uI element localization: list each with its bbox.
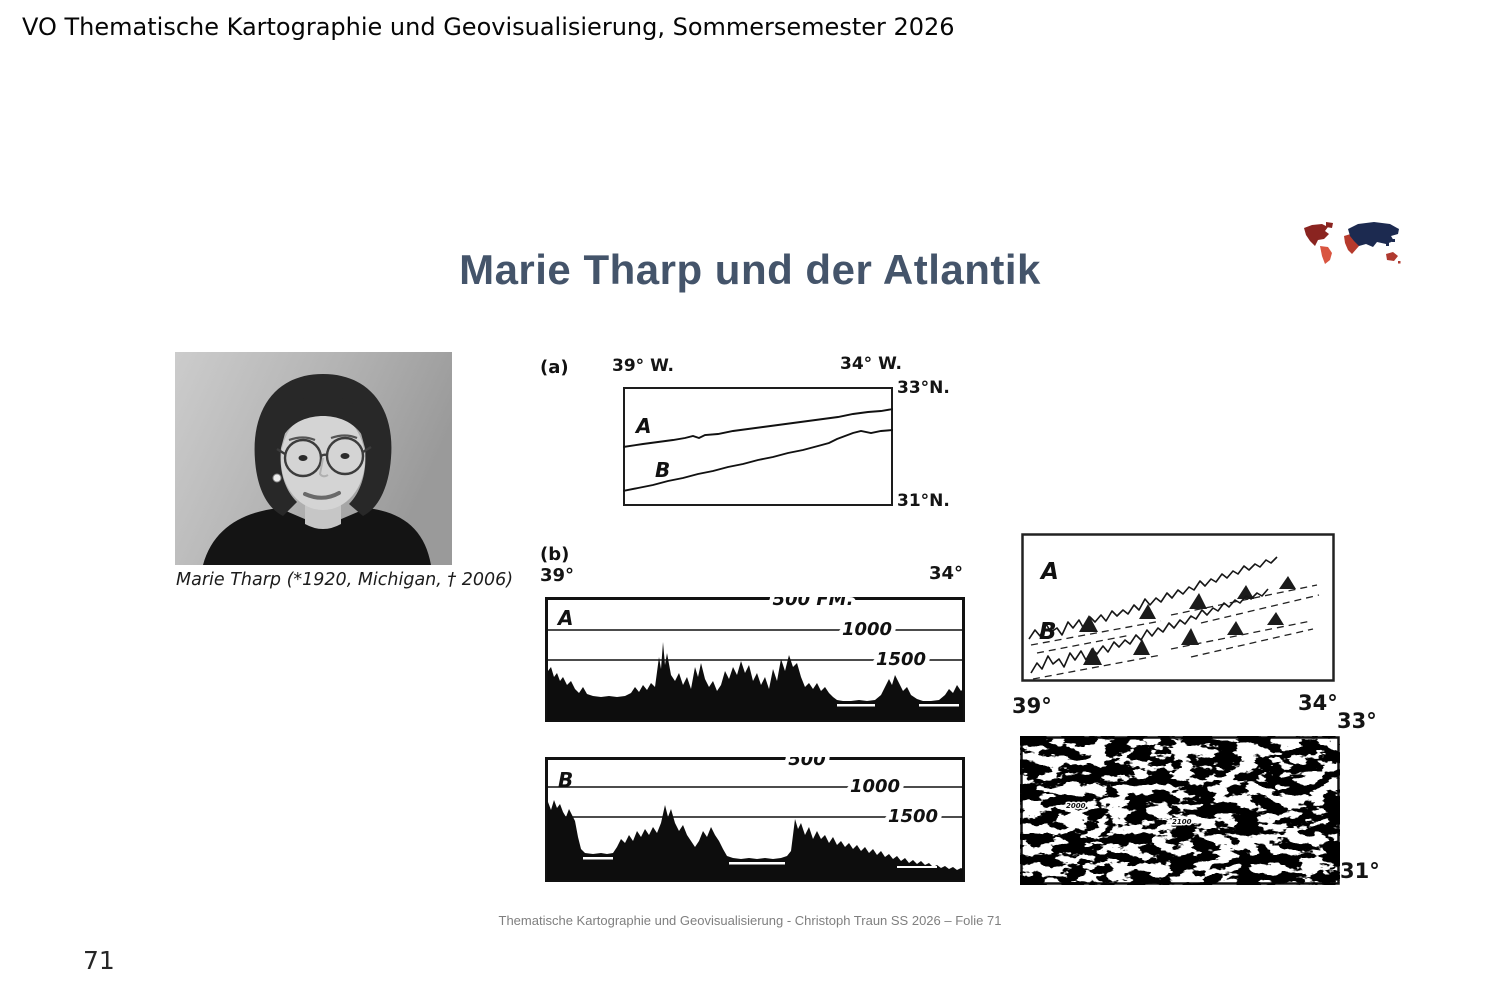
track-b-line [623,429,893,492]
profile-a-seafloor [547,642,963,720]
physio-map-lat-bottom-label: 31° [1340,859,1380,883]
bangs-shape [280,396,366,440]
portrait-figure [203,374,431,565]
bathymetric-profile-b: 500 1000 1500 B [545,757,965,882]
sediment-gap-a2 [919,704,959,707]
logo-north-america [1304,224,1329,246]
physio-map-lat-top-label: 33° [1337,709,1377,733]
figure-b-panel-label: (b) [540,544,570,565]
profile-a-label: A [556,606,573,630]
mouth-line [303,491,341,500]
figure-b-lon-left-label: 39° [540,565,575,586]
figure-a-track-map: A B [623,387,893,506]
profile-a-depth-label-500: 500 FM. [773,597,854,610]
profile-a-terrain [547,642,963,720]
physio-map-depth-note-2: 2100 [1172,818,1192,826]
ridge-band-b [1030,588,1314,680]
page-title: Marie Tharp und der Atlantik [459,246,1041,293]
sketch-b-label: B [1039,619,1057,645]
left-eye [298,455,308,461]
profile-a-depth-label-1500: 1500 [876,649,926,670]
sketch-frame [1021,533,1335,682]
logo-south-america [1320,246,1332,264]
track-b-label: B [655,458,670,482]
physio-map-lon-right-label: 34° [1298,691,1338,715]
physio-map-texture [1023,739,1337,882]
sediment-gap-b2 [729,862,785,865]
world-map-logo [1304,222,1401,264]
figure-a-lon-left-label: 39° W. [612,356,674,376]
portrait-photo [175,352,452,565]
ridge-band-a [1028,556,1320,654]
sediment-gap-b3 [897,866,937,868]
logo-island-3 [1398,261,1401,264]
figure-a-lat-top-label: 33°N. [897,378,950,398]
slide-footer: Thematische Kartographie und Geovisualis… [498,913,1002,928]
physio-map-depth-note-1: 2000 [1066,802,1086,810]
nose-line [318,457,329,478]
logo-island-2 [1392,239,1395,242]
sediment-gap-a1 [837,704,875,707]
physiographic-map: 2000 2100 [1020,736,1340,885]
profile-b-depth-label-1000: 1000 [850,776,900,797]
profile-b-depth-label-500: 500 [788,757,826,770]
logo-australia [1386,252,1398,261]
eyebrows [288,434,358,442]
page-number: 71 [83,946,115,975]
figure-a-frame [623,387,893,506]
glasses [276,436,372,478]
pearl-earring [272,473,282,483]
logo-island-1 [1386,243,1389,246]
figure-a-lat-bottom-label: 31°N. [897,491,950,511]
profile-b-seafloor [547,800,963,880]
physio-map-lon-left-label: 39° [1012,694,1052,718]
profile-b-terrain [547,800,963,880]
track-a-line [623,408,893,448]
profile-b-label: B [558,768,573,792]
ridge-sketch-panel: A B [1021,533,1335,682]
figure-a-panel-label: (a) [540,357,569,378]
portrait-caption: Marie Tharp (*1920, Michigan, † 2006) [176,570,514,590]
right-eye [340,453,350,459]
figure-a-lon-right-label: 34° W. [840,354,902,374]
logo-eurasia [1348,222,1399,247]
track-a-label: A [634,414,651,438]
sweater-shape [203,508,431,565]
logo-greenland [1326,222,1333,228]
sketch-a-label: A [1039,559,1059,585]
slide-header: VO Thematische Kartographie und Geovisua… [22,13,955,41]
profile-a-depth-label-1000: 1000 [842,619,892,640]
sediment-gap-b1 [583,857,613,860]
profile-b-depth-label-1500: 1500 [888,806,938,827]
bathymetric-profile-a: 500 FM. 1000 1500 A [545,597,965,722]
figure-b-lon-right-label: 34° [929,563,964,584]
